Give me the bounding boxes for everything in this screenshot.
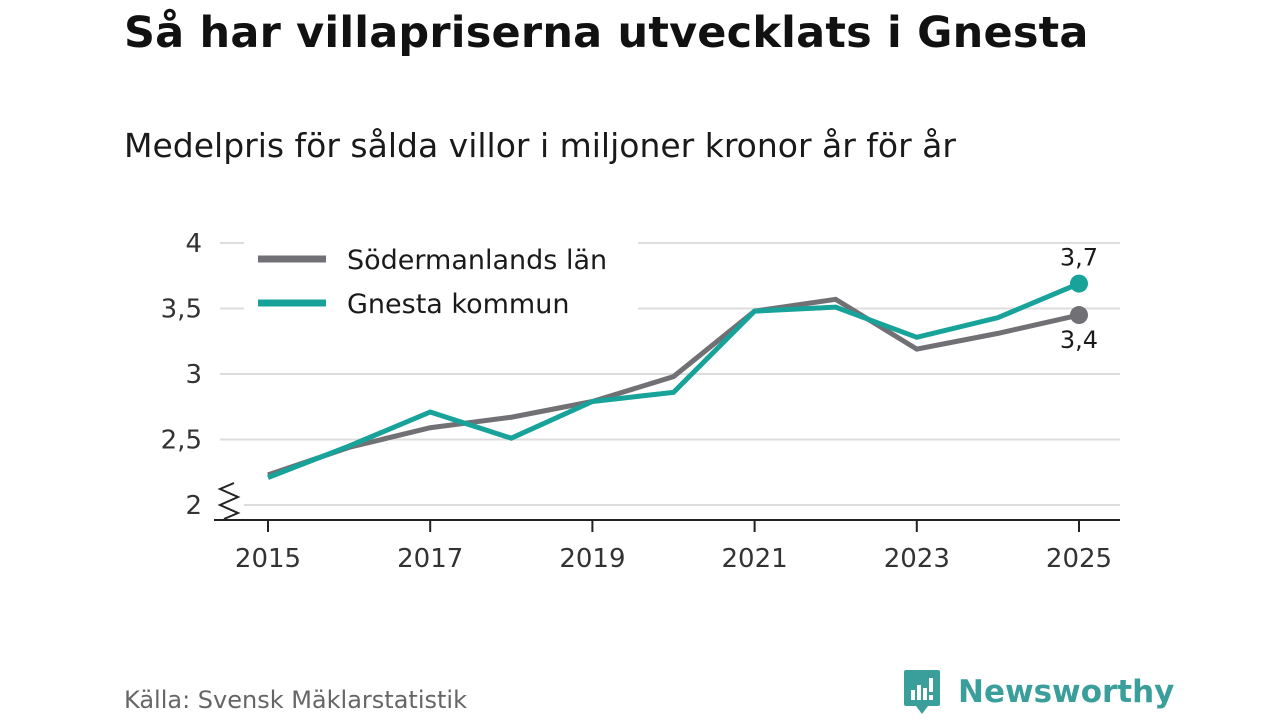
brand[interactable]: Newsworthy xyxy=(902,668,1174,716)
series-endpoint xyxy=(1070,306,1088,325)
series-endpoint xyxy=(1070,274,1088,293)
y-tick-label: 3,5 xyxy=(161,295,202,325)
x-tick-label: 2017 xyxy=(397,544,463,574)
y-tick-label: 2,5 xyxy=(161,426,202,456)
series-line-sodermanland xyxy=(267,296,1080,478)
x-tick-label: 2021 xyxy=(722,544,788,574)
x-tick-label: 2015 xyxy=(235,544,301,574)
axis-break-icon xyxy=(217,482,241,520)
brand-name: Newsworthy xyxy=(958,674,1175,710)
y-tick-label: 2 xyxy=(185,491,202,521)
x-tick-label: 2019 xyxy=(559,544,625,574)
source-note: Källa: Svensk Mäklarstatistik xyxy=(124,686,467,714)
newsworthy-logo-icon xyxy=(904,670,940,714)
data-label: 3,7 xyxy=(1060,244,1098,272)
y-tick-label: 4 xyxy=(185,229,202,259)
legend-box xyxy=(244,236,638,328)
chart-subtitle: Medelpris för sålda villor i miljoner kr… xyxy=(124,126,956,165)
legend-label: Södermanlands län xyxy=(347,245,607,276)
data-label: 3,4 xyxy=(1060,326,1098,354)
x-tick-label: 2023 xyxy=(884,544,950,574)
x-tick-label: 2025 xyxy=(1046,544,1112,574)
chart-title: Så har villapriserna utvecklats i Gnesta xyxy=(124,8,1089,58)
legend-label: Gnesta kommun xyxy=(347,289,569,320)
series-line-gnesta xyxy=(267,281,1080,480)
y-tick-label: 3 xyxy=(185,360,202,390)
